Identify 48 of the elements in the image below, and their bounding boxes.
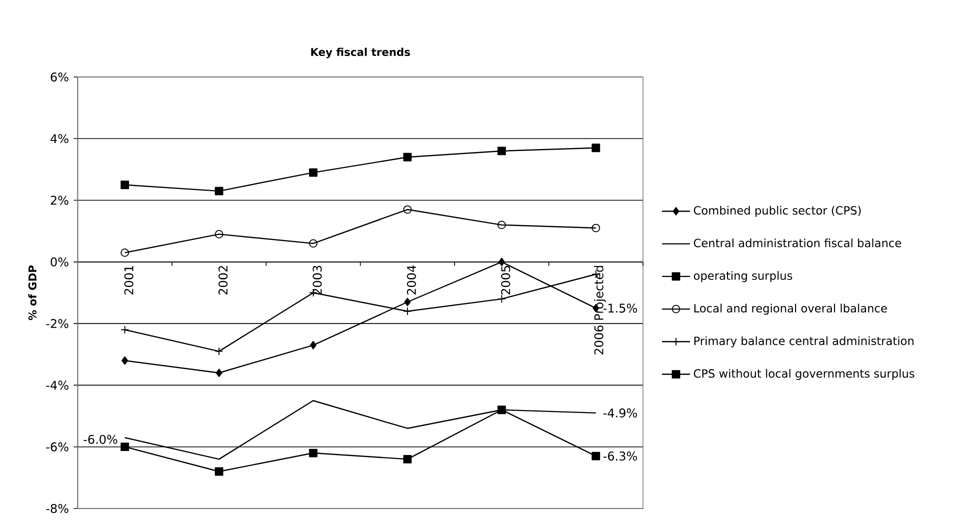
y-tick-label: -4% [46, 380, 68, 390]
x-tick-label: 2001 [124, 266, 134, 295]
point [120, 180, 130, 190]
x-tick-label: 2003 [312, 266, 322, 295]
point [309, 448, 318, 458]
point [404, 298, 411, 306]
point [592, 452, 600, 460]
x-tick-label: 2005 [501, 266, 510, 295]
legend-label: Central administration fiscal balance [694, 238, 902, 248]
legend-label: Combined public sector (CPS) [694, 206, 861, 217]
x-tick-label: 2002 [218, 266, 228, 295]
point [310, 340, 317, 350]
point [498, 258, 505, 266]
point [592, 144, 600, 152]
point [403, 454, 412, 464]
point [497, 220, 506, 230]
y-tick-label: -8% [46, 504, 68, 514]
point [214, 230, 224, 238]
point [214, 467, 224, 476]
x-tick-label: 2004 [406, 266, 416, 295]
point [122, 356, 128, 365]
y-tick-label: 4% [50, 134, 68, 144]
point [403, 205, 412, 214]
point [120, 326, 130, 334]
point [214, 186, 224, 196]
data-label: -6.0% [84, 434, 118, 444]
point [403, 152, 412, 162]
data-label: -4.9% [603, 408, 637, 418]
y-tick-label: -2% [46, 319, 68, 328]
legend-label: Primary balance central administration [694, 336, 914, 348]
y-axis-title: % of GDP [28, 265, 36, 320]
data-label: -6.3% [603, 452, 637, 461]
legend-label: operating surplus [694, 271, 792, 282]
chart-title: Key fiscal trends [311, 48, 410, 58]
point [120, 442, 130, 452]
legend-label: CPS without local governments surplus [694, 368, 914, 380]
y-tick-label: 0% [50, 257, 68, 266]
point [216, 368, 222, 378]
point [497, 406, 506, 414]
y-tick-label: -6% [46, 442, 68, 452]
point [497, 146, 506, 156]
point [120, 248, 130, 257]
point [592, 224, 600, 232]
point [309, 168, 318, 177]
y-tick-label: 6% [50, 72, 68, 82]
y-tick-label: 2% [50, 196, 68, 205]
legend-label: Local and regional overal lbalance [694, 304, 887, 315]
point [309, 239, 318, 248]
